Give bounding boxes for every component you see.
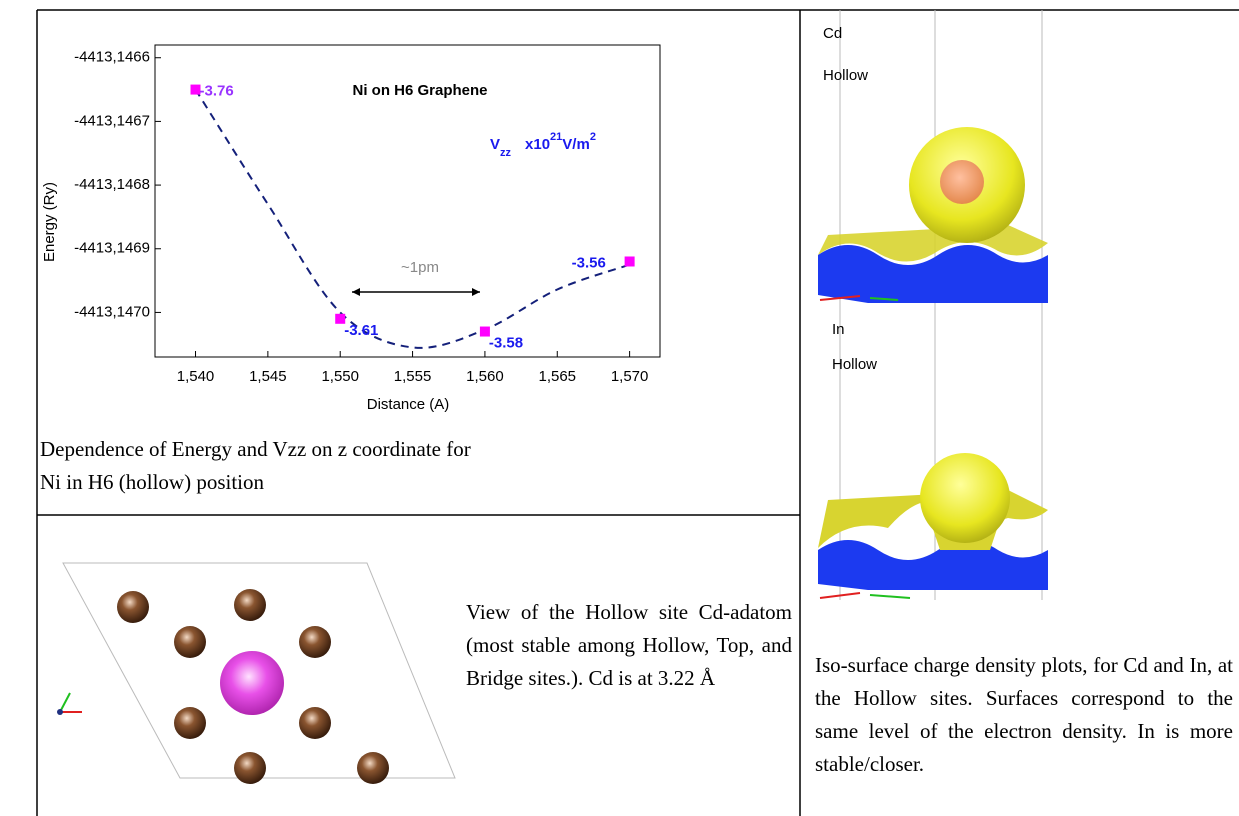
y-tick-label: -4413,1467	[74, 112, 150, 129]
x-tick-label: 1,560	[466, 368, 504, 385]
vzz-label: -3.61	[344, 322, 378, 339]
heading-part: V	[490, 136, 500, 153]
x-tick-label: 1,565	[538, 368, 576, 385]
x-tick-label: 1,550	[321, 368, 359, 385]
isosurface-renders	[818, 10, 1048, 600]
render-label: Hollow	[832, 356, 877, 373]
heading-part: V/m	[562, 136, 590, 153]
y-axis-label: Energy (Ry)	[41, 182, 58, 262]
data-point	[625, 256, 635, 266]
chart-title: Ni on H6 Graphene	[352, 82, 487, 99]
render-label: In	[832, 321, 845, 338]
vzz-label: -3.58	[489, 334, 523, 351]
render-label: Hollow	[823, 67, 868, 84]
page: Ni on H6 Graphene Vzz x1021V/m2 ~1pm Ener…	[0, 0, 1239, 816]
x-tick-label: 1,545	[249, 368, 287, 385]
y-tick-label: -4413,1466	[74, 49, 150, 66]
y-tick-label: -4413,1469	[74, 240, 150, 257]
chart-caption: Dependence of Energy and Vzz on z coordi…	[40, 433, 471, 499]
heading-part: x10	[525, 136, 550, 153]
x-tick-label: 1,540	[177, 368, 215, 385]
y-tick-label: -4413,1470	[74, 303, 150, 320]
heading-superscript: 2	[590, 131, 596, 143]
heading-superscript: 21	[550, 131, 562, 143]
vzz-label: -3.76	[200, 83, 234, 100]
caption-line: Ni in H6 (hollow) position	[40, 466, 471, 499]
caption-line: Dependence of Energy and Vzz on z coordi…	[40, 433, 471, 466]
x-tick-label: 1,570	[611, 368, 649, 385]
y-tick-label: -4413,1468	[74, 176, 150, 193]
render-label: Cd	[823, 25, 842, 42]
x-axis-label: Distance (A)	[367, 396, 450, 413]
vzz-heading: Vzz x1021V/m2	[490, 131, 596, 159]
range-note: ~1pm	[401, 259, 439, 276]
vzz-label: -3.56	[572, 254, 606, 271]
lattice-caption: View of the Hollow site Cd-adatom (most …	[466, 596, 792, 695]
heading-subscript: zz	[500, 147, 512, 159]
isosurface-caption: Iso-surface charge density plots, for Cd…	[815, 649, 1233, 781]
x-tick-label: 1,555	[394, 368, 432, 385]
fit-curve	[196, 90, 630, 348]
lattice-image	[57, 563, 455, 784]
